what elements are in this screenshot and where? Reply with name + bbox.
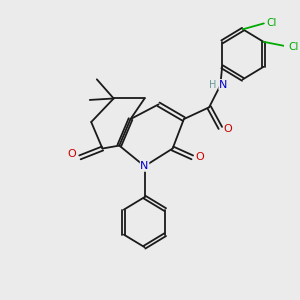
Text: Cl: Cl xyxy=(289,42,299,52)
Text: O: O xyxy=(68,149,76,159)
Text: Cl: Cl xyxy=(266,18,277,28)
Text: H: H xyxy=(209,80,216,90)
Text: O: O xyxy=(195,152,204,162)
Text: O: O xyxy=(224,124,233,134)
Text: N: N xyxy=(219,80,227,90)
Text: N: N xyxy=(140,161,149,171)
